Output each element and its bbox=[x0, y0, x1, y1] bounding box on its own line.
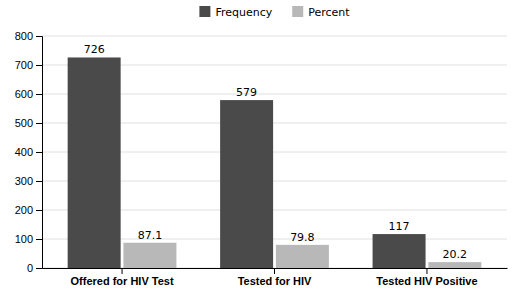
y-tick: 300 bbox=[15, 175, 42, 187]
y-tick-label: 300 bbox=[15, 175, 33, 187]
y-tick: 400 bbox=[15, 146, 42, 158]
bar bbox=[220, 100, 273, 268]
y-tick-mark bbox=[36, 123, 42, 124]
x-tick: Tested HIV Positive bbox=[376, 268, 477, 287]
data-label: 79.8 bbox=[290, 231, 315, 244]
y-tick-label: 400 bbox=[15, 146, 33, 158]
data-label: 579 bbox=[236, 86, 257, 99]
y-tick-label: 800 bbox=[15, 30, 33, 42]
legend: Frequency Percent bbox=[199, 6, 350, 19]
y-tick-label: 0 bbox=[27, 262, 33, 274]
y-tick-mark bbox=[36, 181, 42, 182]
y-tick: 0 bbox=[27, 262, 42, 274]
y-tick: 800 bbox=[15, 30, 42, 42]
legend-swatch bbox=[199, 6, 210, 17]
y-tick-mark bbox=[36, 152, 42, 153]
y-axis-line bbox=[36, 37, 43, 269]
x-axis: Offered for HIV Test Tested for HIV Tested… bbox=[43, 268, 508, 287]
legend-swatch bbox=[292, 6, 303, 17]
data-label: 87.1 bbox=[138, 229, 163, 242]
y-tick-mark bbox=[36, 268, 42, 269]
y-tick: 500 bbox=[15, 117, 42, 129]
x-tick-mark bbox=[274, 268, 275, 274]
y-tick-label: 700 bbox=[15, 59, 33, 71]
x-tick: Tested for HIV bbox=[238, 268, 312, 287]
x-tick-mark bbox=[426, 268, 427, 274]
grid-line bbox=[42, 36, 507, 37]
chart-container: 0 100 200 300 400 500 600 700 800 Offered for HIV… bbox=[0, 0, 519, 296]
bar bbox=[428, 262, 481, 268]
grid bbox=[42, 36, 507, 268]
bar bbox=[276, 245, 329, 268]
plot-area: 0 100 200 300 400 500 600 700 800 Offered for HIV… bbox=[15, 30, 508, 287]
x-tick-label: Offered for HIV Test bbox=[70, 275, 173, 287]
y-tick: 100 bbox=[15, 233, 42, 245]
y-tick-mark bbox=[36, 210, 42, 211]
legend-label: Frequency bbox=[215, 6, 272, 19]
bar-series bbox=[123, 243, 481, 268]
legend-label: Percent bbox=[308, 6, 350, 19]
y-tick-mark bbox=[36, 65, 42, 66]
bar bbox=[373, 234, 426, 268]
y-tick-mark bbox=[36, 36, 42, 37]
x-tick: Offered for HIV Test bbox=[70, 268, 173, 287]
bar-series bbox=[68, 57, 426, 268]
bars bbox=[68, 57, 482, 268]
bar bbox=[123, 243, 176, 268]
y-tick-label: 100 bbox=[15, 233, 33, 245]
data-labels: 726 579 117 87.1 79.8 20.2 bbox=[84, 43, 467, 261]
x-tick-label: Tested HIV Positive bbox=[376, 275, 477, 287]
legend-item: Percent bbox=[292, 6, 350, 19]
chart-svg: 0 100 200 300 400 500 600 700 800 Offered for HIV… bbox=[0, 0, 519, 296]
y-tick-mark bbox=[36, 239, 42, 240]
bar bbox=[68, 57, 121, 268]
y-tick: 200 bbox=[15, 204, 42, 216]
y-axis: 0 100 200 300 400 500 600 700 800 bbox=[15, 30, 43, 274]
y-tick: 700 bbox=[15, 59, 42, 71]
legend-item: Frequency bbox=[199, 6, 272, 19]
y-tick: 600 bbox=[15, 88, 42, 100]
y-tick-label: 500 bbox=[15, 117, 33, 129]
x-tick-mark bbox=[122, 268, 123, 274]
data-label: 726 bbox=[84, 43, 105, 56]
y-tick-label: 200 bbox=[15, 204, 33, 216]
data-label: 20.2 bbox=[443, 248, 468, 261]
x-tick-label: Tested for HIV bbox=[238, 275, 312, 287]
data-label: 117 bbox=[389, 220, 410, 233]
y-tick-mark bbox=[36, 94, 42, 95]
y-tick-label: 600 bbox=[15, 88, 33, 100]
